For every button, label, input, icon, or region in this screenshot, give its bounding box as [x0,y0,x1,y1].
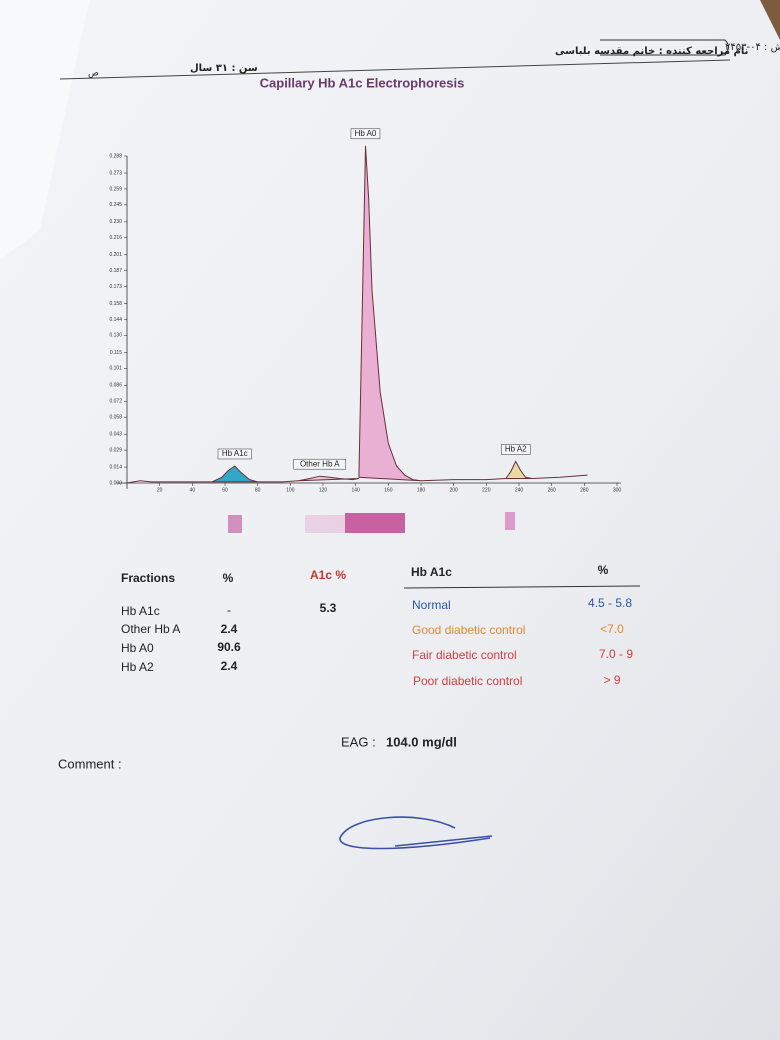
baseline-trace [126,480,212,484]
y-tick-label: 0.230 [109,219,122,225]
reference-label: Poor diabetic control [413,674,522,688]
y-tick-label: 0.273 [109,170,122,176]
header-rule [59,59,731,80]
peak-label-box [350,128,381,140]
header-box [600,39,729,56]
peak-label: Hb A2 [505,445,527,454]
patient-name: نام مراجعه کننده : خانم مقدسه بلباسی [555,46,748,57]
y-tick-label: 0.288 [109,153,122,159]
fraction-percent: 90.6 [217,640,241,654]
x-tick-label: 260 [547,487,556,493]
a1c-percent: 5.3 [320,601,337,615]
peak-area [211,465,258,483]
x-tick-label: 180 [417,487,426,493]
y-tick-label: 0.000 [109,480,122,486]
table-header: Fractions [121,571,175,585]
reference-range: 4.5 - 5.8 [588,596,632,610]
gel-strip [228,512,515,533]
y-tick-label: 0.029 [109,447,122,453]
peak-label: Other Hb A [300,459,340,468]
fraction-name: Hb A1c [121,604,160,618]
fraction-percent: 2.4 [221,659,238,673]
y-tick-label: 0.245 [109,202,122,208]
x-tick-label: 60 [222,487,228,493]
fraction-percent: 2.4 [221,622,238,636]
y-tick-label: 0.058 [109,414,122,420]
signature [339,816,493,850]
x-tick-label: 20 [157,487,163,493]
y-tick-label: 0.173 [109,284,122,290]
gel-band [305,515,345,533]
baseline-trace [420,478,506,482]
reference-range: > 9 [603,673,620,687]
table-rule [403,585,641,589]
x-tick-label: 120 [319,487,328,493]
patient-age: سن : ۳۱ سال [190,63,258,74]
peak-label-box [217,448,252,460]
chart-title: Capillary Hb A1c Electrophoresis [260,75,465,90]
peak-label: Hb A0 [355,129,377,138]
y-tick-label: 0.201 [109,252,122,258]
y-tick-label: 0.187 [109,268,122,274]
baseline-trace [532,474,588,479]
electropherogram: 0.000 0.014 0.029 0.043 0.058 0.072 0.086 0.101… [109,128,622,493]
y-tick-label: 0.144 [109,317,122,323]
x-tick-label: 140 [351,487,360,493]
reference-range: 7.0 - 9 [599,647,633,661]
table-header: A1c % [310,568,346,582]
fraction-percent: - [227,603,231,617]
y-tick-label: 0.101 [109,366,122,372]
reference-label: Normal [412,598,451,612]
eag-value: 104.0 mg/dl [386,734,457,749]
x-tick-label: 160 [384,487,393,493]
y-tick-label: 0.043 [109,432,122,438]
fraction-name: Hb A0 [121,641,154,655]
fraction-name: Hb A2 [121,660,154,674]
admission-number: شماره پذیرش : ۰۴-۲۴۵۳ [725,42,780,53]
baseline-trace [257,480,299,483]
y-tick-label: 0.072 [109,399,122,405]
reference-label: Good diabetic control [412,623,525,637]
gel-band [505,512,515,530]
x-tick-label: 220 [482,487,491,493]
peak-area [358,145,422,482]
y-tick-label: 0.158 [109,301,122,307]
comment-label: Comment : [58,756,122,771]
reference-label: Fair diabetic control [412,648,517,662]
peak-label: Hb A1c [222,449,248,458]
gel-band [345,513,405,533]
peak-label-box [500,444,531,455]
x-tick-label: 240 [515,487,524,493]
gel-band [228,515,242,533]
fraction-name: Other Hb A [121,622,180,636]
x-tick-label: 80 [255,487,261,493]
x-tick-label: 280 [580,487,589,493]
table-header: Hb A1c [411,565,452,579]
y-tick-label: 0.115 [110,350,122,356]
fractions-table: Fractions % A1c % Hb A1c - 5.3 Other Hb … [121,568,346,674]
reference-table: Hb A1c % Normal 4.5 - 5.8 Good diabetic … [403,563,641,688]
peak-label-box [293,458,346,470]
y-tick-label: 0.086 [109,383,122,389]
table-header: % [223,571,234,585]
x-tick-label: 200 [449,487,458,493]
y-tick-label: 0.014 [109,464,122,470]
reference-range: <7.0 [600,622,624,636]
x-tick-label: 100 [286,487,295,493]
y-tick-label: 0.130 [109,333,122,339]
y-tick-label: 0.259 [109,186,122,192]
x-tick-label: 40 [190,487,196,493]
page-mark: ص [88,69,99,79]
y-tick-label: 0.216 [109,235,122,241]
table-header: % [598,563,609,577]
eag-label: EAG : [341,734,376,749]
x-tick-label: 300 [613,487,622,493]
paper-fold [0,0,90,260]
peak-area [298,475,359,482]
